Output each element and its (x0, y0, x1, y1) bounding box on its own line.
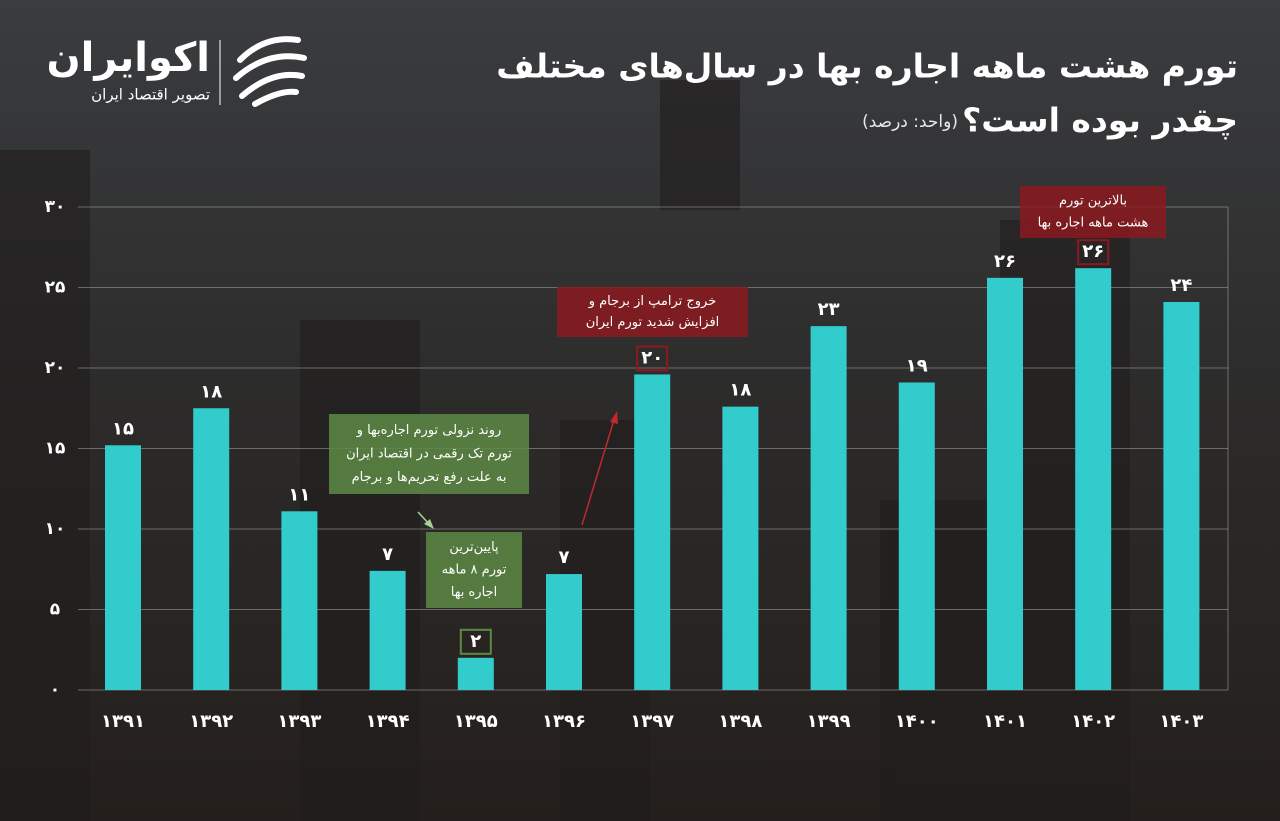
bar (898, 382, 935, 690)
value-label: ۱۸ (200, 381, 222, 402)
annotation-box (557, 287, 748, 337)
bar (193, 408, 230, 690)
annotation-text: تورم تک رقمی در اقتصاد ایران (346, 447, 512, 462)
value-label: ۲۰ (641, 347, 663, 368)
annotation-text: تورم ۸ ماهه (442, 563, 507, 578)
y-tick-label: ۲۰ (45, 358, 66, 378)
bar (722, 406, 759, 690)
annotation-text: به علت رفع تحریم‌ها و برجام (352, 470, 507, 485)
value-label: ۱۸ (729, 380, 751, 401)
annotation-text: روند نزولی تورم اجاره‌بها و (356, 423, 502, 438)
y-tick-label: ۱۰ (45, 519, 66, 539)
y-tick-label: ۰ (50, 680, 60, 700)
value-label: ۱۹ (906, 355, 928, 376)
x-tick-label: ۱۳۹۵ (454, 711, 498, 732)
bar (105, 445, 141, 690)
x-tick-label: ۱۳۹۹ (807, 711, 851, 732)
annotation-text: هشت ماهه اجاره بها (1038, 215, 1149, 230)
y-tick-label: ۲۵ (45, 278, 66, 298)
bar (634, 374, 671, 690)
y-tick-label: ۳۰ (45, 197, 66, 217)
value-label-box (1077, 239, 1110, 266)
logo-icon (233, 36, 307, 107)
annotation-text: افزایش شدید تورم ایران (586, 315, 720, 330)
chart-subtitle: (واحد: درصد) (862, 112, 958, 132)
x-tick-label: ۱۳۹۴ (366, 711, 410, 732)
bar (281, 511, 318, 690)
value-label: ۷ (382, 544, 393, 565)
annotation-box (426, 532, 522, 608)
value-label: ۲ (470, 631, 481, 652)
annotation-box (329, 414, 529, 494)
y-tick-label: ۵ (50, 600, 60, 620)
x-tick-label: ۱۳۹۷ (630, 711, 674, 732)
value-label-box (636, 345, 669, 372)
annotation-arrow (581, 419, 615, 526)
bar (987, 277, 1023, 690)
y-tick-label: ۱۵ (45, 439, 66, 459)
x-tick-label: ۱۴۰۲ (1071, 711, 1115, 732)
annotation-text: خروج ترامپ از برجام و (588, 294, 717, 309)
x-tick-label: ۱۴۰۱ (983, 711, 1027, 732)
chart-title: چقدر بوده است؟ (962, 101, 1238, 141)
annotation-box (1020, 186, 1166, 238)
annotation-arrowhead (424, 519, 434, 529)
x-tick-label: ۱۴۰۰ (895, 711, 939, 732)
x-tick-label: ۱۴۰۳ (1159, 711, 1203, 732)
x-tick-label: ۱۳۹۱ (101, 711, 145, 732)
bar (369, 570, 406, 690)
annotation-text: پایین‌ترین (449, 540, 499, 555)
value-label-box (459, 628, 492, 655)
annotation-arrowhead (610, 411, 618, 424)
bar (457, 657, 494, 690)
bar (810, 326, 847, 690)
x-tick-label: ۱۳۹۸ (718, 711, 762, 732)
annotation-text: بالاترین تورم (1059, 194, 1127, 209)
value-label: ۱۵ (112, 418, 134, 439)
value-label: ۲۴ (1170, 275, 1192, 296)
chart-title: تورم هشت ماهه اجاره بها در سال‌های مختلف (496, 47, 1238, 87)
x-tick-label: ۱۳۹۶ (542, 711, 586, 732)
bar (1163, 301, 1200, 690)
value-label: ۱۱ (288, 484, 310, 505)
bar (546, 574, 582, 690)
logo-name: اکوایران (46, 35, 210, 81)
value-label: ۲۳ (818, 299, 840, 320)
value-label: ۲۶ (1082, 241, 1104, 262)
logo-tagline: تصویر اقتصاد ایران (91, 86, 210, 104)
bar (1075, 268, 1112, 690)
value-label: ۲۶ (994, 251, 1016, 272)
x-tick-label: ۱۳۹۳ (277, 711, 321, 732)
value-label: ۷ (559, 547, 570, 568)
x-tick-label: ۱۳۹۲ (189, 711, 233, 732)
annotation-text: اجاره بها (451, 585, 497, 600)
